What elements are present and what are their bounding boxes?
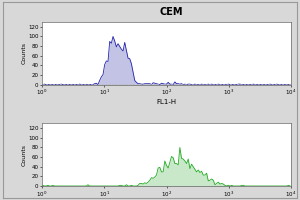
Y-axis label: Counts: Counts bbox=[22, 42, 27, 64]
Text: CEM: CEM bbox=[159, 7, 183, 17]
Y-axis label: Counts: Counts bbox=[22, 144, 27, 166]
X-axis label: FL1-H: FL1-H bbox=[156, 99, 177, 105]
